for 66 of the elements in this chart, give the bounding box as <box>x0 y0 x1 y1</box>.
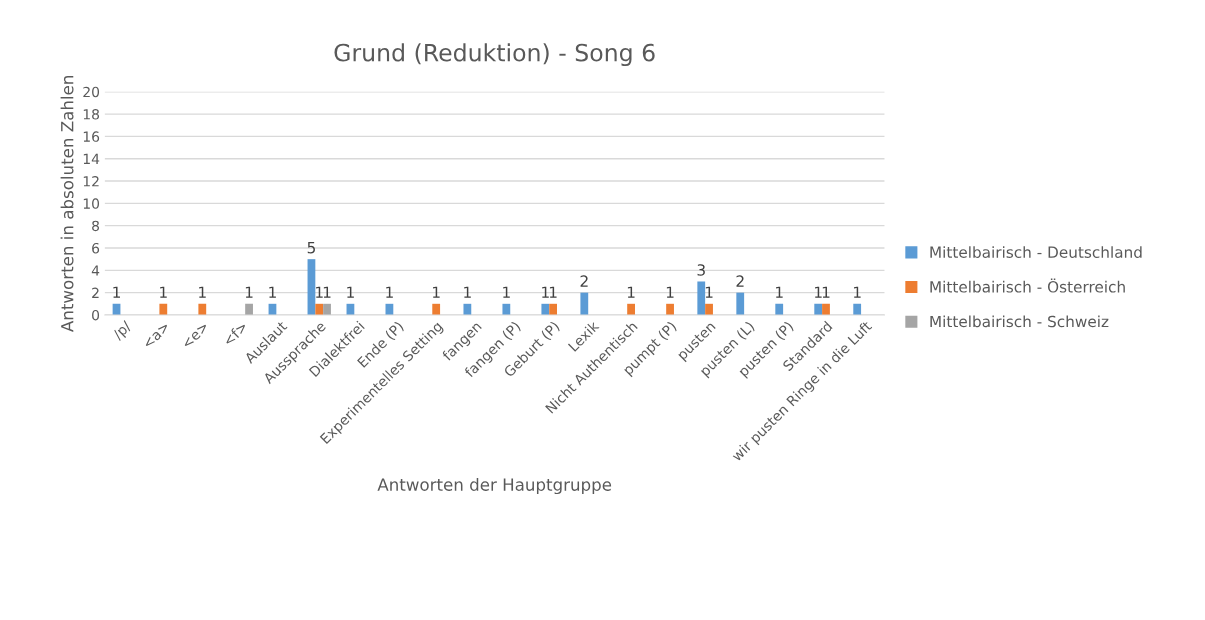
data-label: 1 <box>160 286 167 298</box>
bar <box>541 303 550 315</box>
data-label: 3 <box>697 264 705 276</box>
data-label: 1 <box>113 286 120 298</box>
bar <box>549 303 558 315</box>
y-tick-label: 16 <box>83 131 100 142</box>
data-label: 1 <box>705 286 713 298</box>
y-tick-label: 6 <box>92 242 100 254</box>
bar <box>432 303 441 315</box>
bar <box>853 303 862 315</box>
y-tick-label: 0 <box>92 309 100 321</box>
bar <box>245 303 253 315</box>
bar <box>502 303 511 315</box>
y-tick-label: 10 <box>83 198 100 209</box>
bar <box>705 303 713 315</box>
data-label: 1 <box>316 286 323 298</box>
bar <box>315 303 324 315</box>
x-tick-label: <f> <box>222 320 248 347</box>
data-label: 1 <box>347 286 354 298</box>
bar <box>814 303 823 315</box>
data-label: 1 <box>199 286 206 298</box>
y-tick-label: 18 <box>83 109 100 120</box>
y-axis-title: Antworten in absoluten Zahlen <box>60 76 74 332</box>
legend-label: Mittelbairisch - Schweiz <box>930 315 1109 328</box>
bar <box>198 303 207 315</box>
data-label: 1 <box>464 286 471 298</box>
bar <box>666 303 674 315</box>
data-label: 1 <box>386 286 393 298</box>
data-label: 2 <box>736 275 744 287</box>
x-tick-label: <e> <box>182 322 209 349</box>
bar <box>463 303 472 315</box>
data-label: 1 <box>854 286 861 298</box>
data-label: 1 <box>323 286 331 298</box>
bar <box>736 292 745 315</box>
y-tick-label: 2 <box>92 287 99 298</box>
bar <box>159 303 168 315</box>
bar <box>580 292 589 315</box>
data-label: 1 <box>815 286 822 298</box>
y-tick-label: 8 <box>92 220 100 232</box>
bar <box>627 303 635 315</box>
x-axis-title: Antworten der Hauptgruppe <box>377 477 612 495</box>
data-label: 1 <box>627 286 635 298</box>
y-tick-label: 12 <box>83 176 99 187</box>
x-tick-label: <a> <box>143 322 170 349</box>
data-label: 1 <box>433 286 440 298</box>
bar <box>323 303 331 315</box>
legend-label: Mittelbairisch - Deutschland <box>930 246 1142 258</box>
bar <box>822 303 830 315</box>
data-label: 1 <box>822 286 830 298</box>
data-label: 1 <box>776 286 783 298</box>
y-tick-label: 4 <box>91 265 100 276</box>
bar <box>775 303 784 315</box>
data-label: 5 <box>307 242 315 254</box>
y-tick-label: 20 <box>83 86 100 98</box>
y-tick-label: 14 <box>83 153 100 164</box>
data-label: 1 <box>666 286 674 298</box>
data-label: 1 <box>245 286 253 298</box>
x-tick-label: /p/ <box>111 320 134 343</box>
data-label: 1 <box>503 286 510 298</box>
legend-label: Mittelbairisch - Österreich <box>930 278 1125 293</box>
data-label: 1 <box>269 286 276 298</box>
data-label: 2 <box>580 275 588 287</box>
bar <box>697 281 706 315</box>
chart-title: Grund (Reduktion) - Song 6 <box>334 43 655 67</box>
data-label: 1 <box>549 286 557 298</box>
data-label: 1 <box>542 286 549 298</box>
